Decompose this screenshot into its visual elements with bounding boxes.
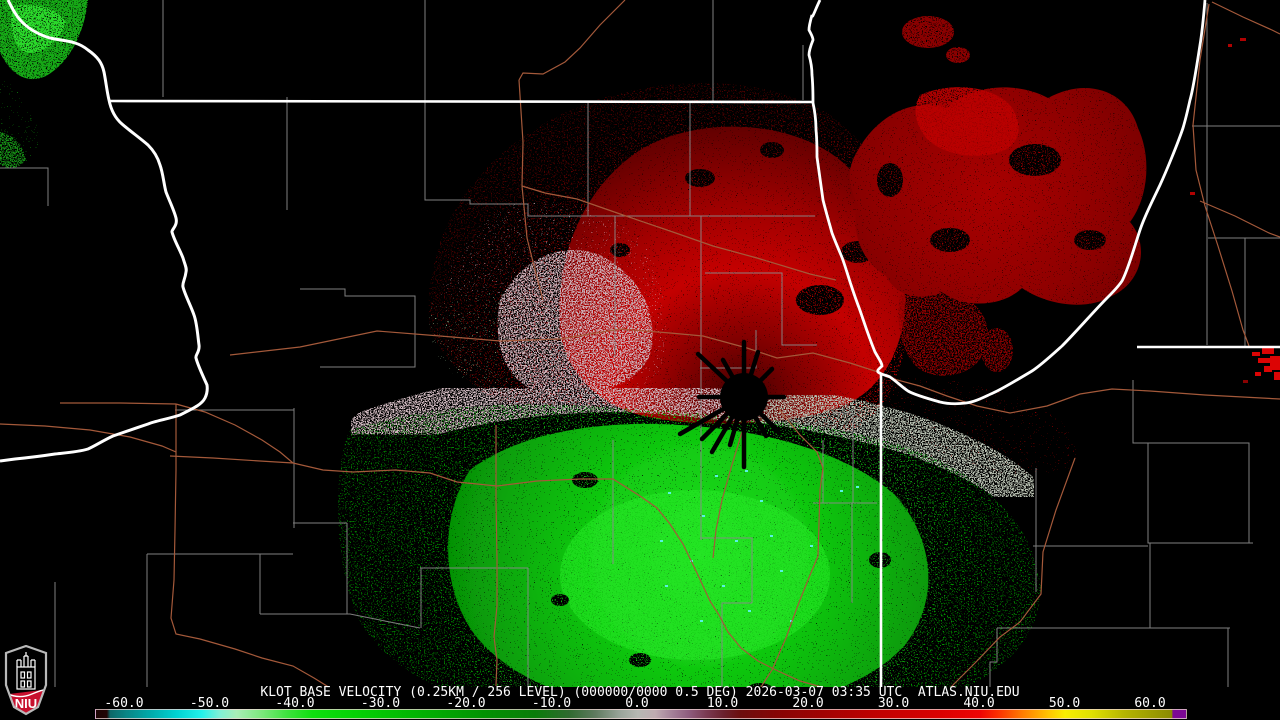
wisconsin-illinois-border [109,99,813,104]
niu-logo-text: NIU [15,696,37,711]
colorbar-tick-label: -40.0 [275,696,315,711]
echo-east-red-specks [1190,38,1246,195]
radar-site-black-fold [677,339,787,470]
colorbar-tick-label: -10.0 [531,696,572,711]
colorbar-tick-label: -20.0 [446,696,486,711]
colorbar-tick-label: -60.0 [104,696,144,711]
echo-green-hotspot [560,490,830,660]
colorbar-tick-label: 10.0 [706,696,739,711]
echo-zero-band-east [722,380,1040,512]
colorbar-tick-label: 60.0 [1134,696,1166,711]
niu-logo: NIU [4,645,48,716]
echo-northwest-green-patch [0,0,88,169]
echo-lake-michigan-red [835,16,1147,380]
colorbar-tick-label: -50.0 [189,696,230,711]
colorbar-ticks: -60.0 -50.0 -40.0 -30.0 -20.0 -10.0 0.0 10.0 20.… [0,696,1280,711]
colorbar-tick-label: 0.0 [625,696,649,711]
colorbar-tick-label: 30.0 [877,696,910,711]
colorbar-tick-label: 20.0 [792,696,824,711]
echo-red-cluster-right-edge [1243,348,1280,383]
mississippi-river-border [0,0,209,463]
lake-michigan-shoreline [807,0,1207,406]
velocity-colorbar [95,709,1187,719]
colorbar-tick-label: -30.0 [360,696,401,711]
colorbar-tick-label: 40.0 [963,696,995,711]
colorbar-tick-label: 50.0 [1048,696,1081,711]
echo-palegreen-west-streaks [429,292,587,394]
legend-bar: KLOT BASE VELOCITY (0.25KM / 256 LEVEL) … [0,685,1280,720]
niu-castle-icon [16,652,36,690]
legend-title: KLOT BASE VELOCITY (0.25KM / 256 LEVEL) … [260,685,1020,700]
state-borders [0,0,1280,688]
